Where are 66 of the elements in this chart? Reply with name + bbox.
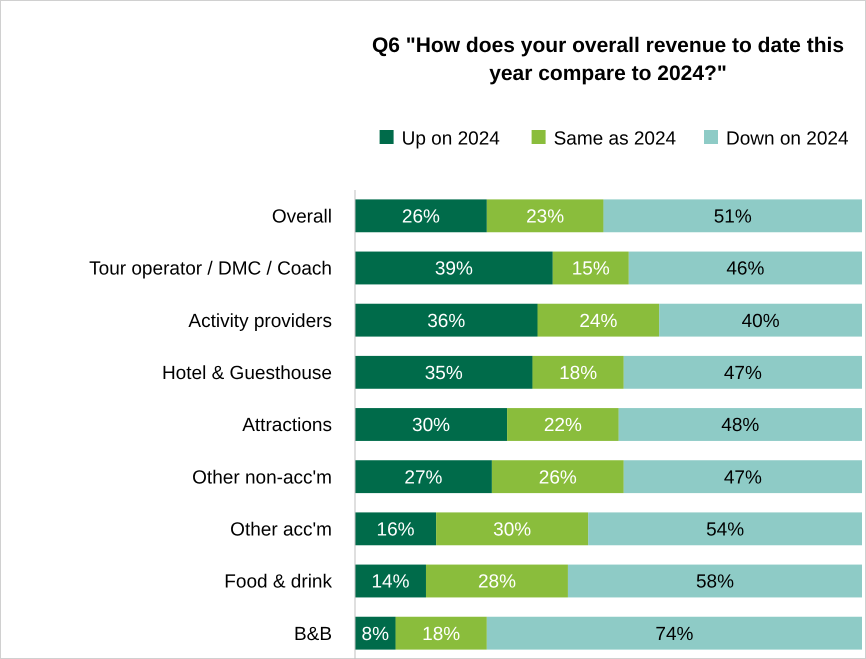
- bar: [426, 564, 568, 598]
- bar: [568, 564, 862, 598]
- data-label: 36%: [427, 310, 466, 332]
- data-label: 58%: [696, 572, 734, 593]
- y-tick-label: B&B: [294, 624, 332, 645]
- bar: [538, 304, 660, 337]
- data-label: 27%: [404, 467, 443, 488]
- bar: [532, 356, 624, 389]
- y-tick-label: Hotel & Guesthouse: [162, 362, 332, 384]
- legend-label: Down on 2024: [726, 128, 849, 150]
- bar: [355, 408, 508, 441]
- bar: [355, 460, 492, 494]
- y-tick-label: Food & drink: [224, 572, 332, 593]
- y-tick-label: Activity providers: [188, 310, 332, 332]
- bar: [659, 304, 862, 337]
- bar: [588, 512, 862, 546]
- bar: [396, 616, 487, 650]
- bar: [492, 460, 624, 494]
- data-label: 23%: [526, 206, 564, 228]
- data-label: 74%: [655, 624, 694, 645]
- bar: [486, 199, 604, 232]
- y-tick-label: Tour operator / DMC / Coach: [89, 258, 332, 280]
- bar: [355, 199, 487, 232]
- legend-label: Up on 2024: [402, 128, 500, 150]
- bar: [436, 512, 588, 546]
- data-label: 54%: [706, 519, 744, 540]
- chart-title: Q6 "How does your overall revenue to date this year compare to 2024?": [372, 34, 844, 85]
- data-label: 28%: [478, 572, 516, 593]
- data-label: 39%: [434, 258, 473, 280]
- data-label: 14%: [371, 572, 410, 593]
- bar: [355, 564, 426, 598]
- data-label: 26%: [538, 467, 577, 488]
- bar: [603, 199, 862, 232]
- data-label: 26%: [402, 206, 440, 228]
- bar: [624, 460, 862, 494]
- data-label: 46%: [726, 258, 765, 280]
- data-label: 8%: [362, 624, 390, 645]
- bar: [507, 408, 619, 441]
- y-tick-label: Overall: [272, 206, 332, 228]
- bar: [355, 252, 553, 284]
- y-tick-label: Other non-acc'm: [192, 467, 332, 488]
- data-label: 48%: [721, 415, 760, 436]
- bar: [628, 252, 862, 284]
- data-label: 18%: [422, 624, 460, 645]
- data-label: 16%: [376, 519, 415, 540]
- y-tick-label: Attractions: [242, 415, 332, 436]
- data-label: 47%: [724, 467, 762, 488]
- bar: [355, 356, 532, 389]
- data-label: 40%: [742, 310, 780, 332]
- data-label: 24%: [579, 310, 618, 332]
- bar: [486, 616, 862, 650]
- bar: [624, 356, 862, 389]
- bar: [618, 408, 862, 441]
- data-label: 35%: [424, 362, 463, 384]
- bar: [552, 252, 629, 284]
- data-label: 47%: [724, 362, 762, 384]
- data-label: 30%: [493, 519, 532, 540]
- data-label: 15%: [572, 258, 610, 280]
- data-label: 22%: [544, 415, 582, 436]
- bar: [355, 512, 436, 546]
- data-label: 18%: [559, 362, 598, 384]
- data-label: 51%: [714, 206, 752, 228]
- data-label: 30%: [412, 415, 450, 436]
- y-tick-label: Other acc'm: [230, 519, 332, 540]
- legend-label: Same as 2024: [554, 128, 677, 150]
- bar: [355, 304, 538, 337]
